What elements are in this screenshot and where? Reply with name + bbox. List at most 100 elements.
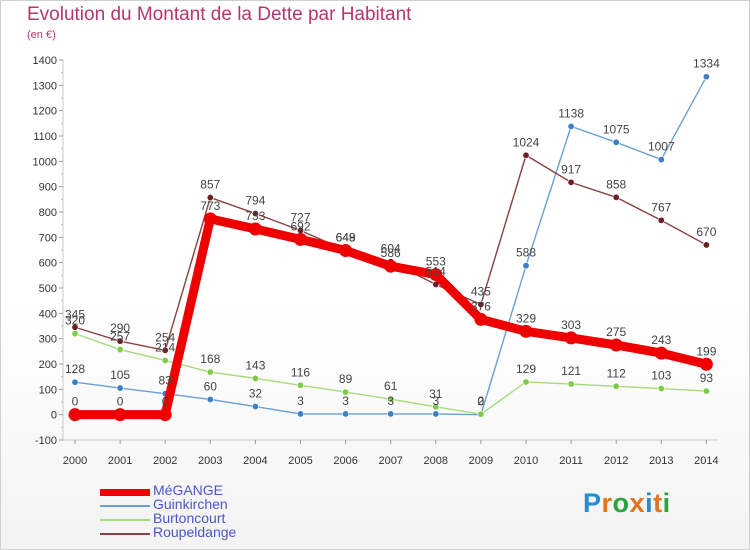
data-point <box>432 280 440 288</box>
data-label: 89 <box>339 372 353 386</box>
x-tick-label: 2004 <box>243 455 267 467</box>
data-point <box>564 331 578 345</box>
data-label: 767 <box>651 200 671 214</box>
data-point <box>522 378 530 386</box>
data-label: 320 <box>65 314 85 328</box>
data-label: 917 <box>561 162 581 176</box>
data-point <box>477 300 485 308</box>
data-label: 93 <box>700 371 714 385</box>
data-label: 112 <box>607 366 626 380</box>
chart-title: Evolution du Montant de la Dette par Hab… <box>27 4 412 25</box>
data-label: 2 <box>478 394 485 408</box>
logo-letter: i <box>662 488 671 518</box>
data-point <box>296 410 304 418</box>
data-point <box>161 346 169 354</box>
y-tick-label: 200 <box>39 359 57 371</box>
data-label: 588 <box>516 246 536 260</box>
data-label: 733 <box>245 209 265 223</box>
legend-label-guinkirchen: Guinkirchen <box>153 496 228 512</box>
y-tick-label: 400 <box>39 308 57 320</box>
data-point <box>612 193 620 201</box>
logo-letter: r <box>601 488 613 518</box>
legend-swatch-megange <box>100 489 150 496</box>
data-label: 794 <box>245 194 265 208</box>
y-tick-label: 1000 <box>33 156 57 168</box>
data-point <box>296 381 304 389</box>
data-point <box>474 312 488 326</box>
data-point <box>384 259 398 273</box>
data-point <box>203 212 217 226</box>
data-point <box>702 241 710 249</box>
data-point <box>612 382 620 390</box>
data-point <box>657 216 665 224</box>
data-point <box>116 337 124 345</box>
data-point <box>522 262 530 270</box>
data-label: 727 <box>290 210 310 224</box>
logo-letter: P <box>583 488 602 518</box>
data-point <box>522 151 530 159</box>
logo-letter: i <box>645 488 654 518</box>
x-tick-label: 2010 <box>514 455 538 467</box>
y-tick-label: 0 <box>51 410 57 422</box>
data-point <box>609 338 623 352</box>
data-label: 290 <box>110 321 130 335</box>
data-label: 1024 <box>513 135 540 149</box>
x-tick-label: 2013 <box>649 455 673 467</box>
data-label: 0 <box>162 395 169 409</box>
data-point <box>206 194 214 202</box>
data-point <box>116 346 124 354</box>
data-label: 586 <box>381 246 401 260</box>
y-tick-label: 300 <box>39 334 57 346</box>
x-tick-label: 2011 <box>559 455 583 467</box>
x-tick-label: 2012 <box>604 455 628 467</box>
data-point <box>251 403 259 411</box>
y-tick-label: 900 <box>39 182 57 194</box>
logo-letter: t <box>653 488 663 518</box>
data-point <box>68 408 82 422</box>
data-label: 243 <box>651 333 671 347</box>
y-tick-label: 1100 <box>33 131 57 143</box>
data-point <box>342 410 350 418</box>
data-point <box>477 410 485 418</box>
proxiti-logo: Proxiti <box>583 488 671 519</box>
data-point <box>251 210 259 218</box>
chart-unit-label: (en €) <box>27 29 56 41</box>
data-label: 0 <box>478 395 485 409</box>
legend-label-burtoncourt: Burtoncourt <box>153 510 226 526</box>
data-point <box>387 395 395 403</box>
data-label: 214 <box>155 340 175 354</box>
data-label: 105 <box>110 368 130 382</box>
data-label: 692 <box>290 219 310 233</box>
x-tick-label: 2005 <box>288 455 312 467</box>
data-label: 648 <box>336 231 356 245</box>
data-label: 1334 <box>693 57 720 71</box>
data-point <box>567 178 575 186</box>
data-label: 32 <box>249 387 263 401</box>
data-label: 275 <box>606 325 626 339</box>
data-label: 128 <box>65 362 85 376</box>
data-point <box>702 387 710 395</box>
data-point <box>248 222 262 236</box>
data-point <box>251 374 259 382</box>
x-tick-label: 2000 <box>63 455 87 467</box>
data-label: 604 <box>381 242 401 256</box>
y-tick-label: 600 <box>39 258 57 270</box>
data-point <box>339 244 353 258</box>
x-tick-label: 2006 <box>333 455 357 467</box>
data-point <box>699 357 713 371</box>
data-label: 345 <box>65 307 85 321</box>
data-point <box>71 378 79 386</box>
data-label: 3 <box>342 394 349 408</box>
data-point <box>71 323 79 331</box>
y-tick-label: -100 <box>35 435 57 447</box>
data-point <box>113 408 127 422</box>
data-label: 116 <box>291 365 310 379</box>
data-label: 553 <box>426 255 446 269</box>
x-tick-label: 2003 <box>198 455 222 467</box>
data-label: 649 <box>336 230 356 244</box>
y-tick-label: 1300 <box>33 80 57 92</box>
data-point <box>657 385 665 393</box>
data-label: 61 <box>384 379 398 393</box>
x-tick-label: 2008 <box>424 455 448 467</box>
